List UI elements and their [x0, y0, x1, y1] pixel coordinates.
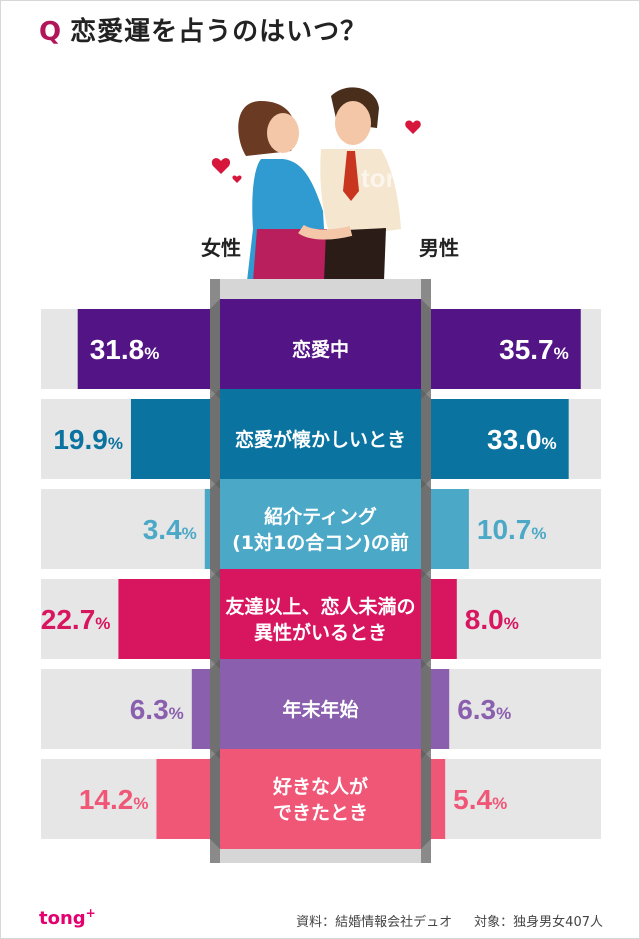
watermark-plus: +: [417, 158, 426, 175]
band-shade: [210, 569, 220, 669]
band-shade: [210, 749, 220, 849]
band-shade: [421, 659, 431, 759]
category-label: できたとき: [273, 802, 368, 824]
brand-logo: tong+: [39, 906, 96, 929]
heart-icon: [405, 120, 421, 134]
legend-female: 女性: [201, 236, 241, 260]
value-label: 31.8%: [90, 334, 160, 365]
band-shade: [210, 659, 220, 759]
category-label: 恋愛中: [292, 338, 349, 361]
band-shade: [421, 479, 431, 579]
value-label: 19.9%: [53, 424, 123, 455]
category-label: 好きな人が: [272, 775, 368, 798]
band-shade: [210, 299, 220, 399]
value-label: 10.7%: [477, 514, 547, 545]
band-shade: [421, 299, 431, 399]
category-band: [220, 659, 421, 759]
logo-text: tong: [39, 908, 86, 929]
heart-icon: [232, 175, 242, 183]
value-label: 33.0%: [487, 424, 557, 455]
bar-female: [156, 759, 220, 839]
value-label: 5.4%: [453, 784, 507, 815]
category-label: (1対1の合コン)の前: [232, 531, 409, 554]
category-band: [220, 299, 421, 399]
value-label: 6.3%: [457, 694, 511, 725]
source-note: 資料：結婚情報会社デュオ 対象：独身男女407人: [274, 911, 603, 930]
watermark: tong: [361, 163, 417, 193]
target-text: 対象：独身男女407人: [474, 915, 603, 930]
band-shade: [421, 749, 431, 849]
value-label: 14.2%: [79, 784, 149, 815]
band-shade: [210, 479, 220, 579]
category-band: [220, 389, 421, 489]
category-label: 紹介ティング: [264, 505, 377, 528]
value-label: 35.7%: [499, 334, 569, 365]
bar-female: [130, 399, 220, 479]
category-band: [220, 479, 421, 579]
category-label: 恋愛が懐かしいとき: [235, 428, 406, 451]
bar-male: [421, 399, 569, 479]
question-text: 恋愛運を占うのはいつ？: [70, 17, 368, 47]
band-shade: [421, 389, 431, 489]
value-label: 3.4%: [143, 514, 197, 545]
band-shade: [421, 569, 431, 669]
bar-male: [421, 309, 581, 389]
category-band: [220, 749, 421, 849]
value-label: 22.7%: [41, 604, 111, 635]
heart-icon: [211, 158, 231, 174]
value-label: 6.3%: [130, 694, 184, 725]
bar-female: [118, 579, 220, 659]
logo-plus: +: [85, 906, 96, 920]
couple-illustration: tong +: [211, 87, 426, 281]
category-band: [220, 569, 421, 669]
legend-male: 男性: [419, 236, 459, 260]
category-label: 年末年始: [282, 698, 358, 721]
source-text: 資料：結婚情報会社デュオ: [296, 915, 453, 930]
bar-female: [77, 309, 220, 389]
page-title: Q 恋愛運を占うのはいつ？: [39, 11, 367, 48]
category-label: 友達以上、恋人未満の: [225, 595, 415, 618]
category-label: 異性がいるとき: [254, 621, 387, 644]
band-shade: [210, 389, 220, 489]
value-label: 8.0%: [465, 604, 519, 635]
question-label: Q: [39, 17, 63, 47]
